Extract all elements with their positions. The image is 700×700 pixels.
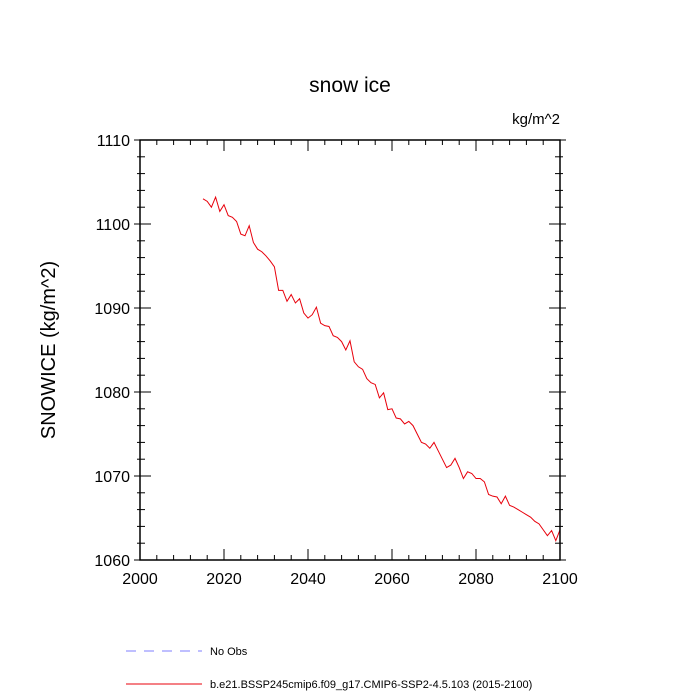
y-tick-label: 1110	[97, 133, 130, 150]
series-layer	[202, 195, 561, 543]
x-tick-label: 2040	[290, 571, 326, 588]
chart-title: snow ice	[309, 74, 391, 97]
x-tick-label: 2000	[122, 571, 158, 588]
legend: No Obs b.e21.BSSP245cmip6.f09_g17.CMIP6-S…	[126, 646, 532, 691]
y-tick-label: 1090	[94, 301, 130, 318]
x-tick-label: 2080	[458, 571, 494, 588]
x-tick-label: 2060	[374, 571, 410, 588]
plot-frame	[139, 139, 561, 561]
series-line	[202, 195, 561, 543]
legend-label: No Obs	[210, 646, 248, 658]
legend-label: b.e21.BSSP245cmip6.f09_g17.CMIP6-SSP2-4.…	[210, 679, 532, 691]
y-tick-label: 1070	[94, 469, 130, 486]
y-tick-label: 1100	[96, 217, 131, 234]
axis-ticks: 2000 2020 2040 2060 2080 2100 1060 1070 1080 1090…	[94, 133, 577, 588]
y-tick-label: 1060	[94, 553, 130, 570]
y-axis-label: SNOWICE (kg/m^2)	[38, 261, 60, 439]
y-tick-label: 1080	[94, 385, 130, 402]
units-label: kg/m^2	[512, 111, 560, 128]
x-tick-label: 2020	[206, 571, 242, 588]
x-tick-label: 2100	[542, 571, 578, 588]
